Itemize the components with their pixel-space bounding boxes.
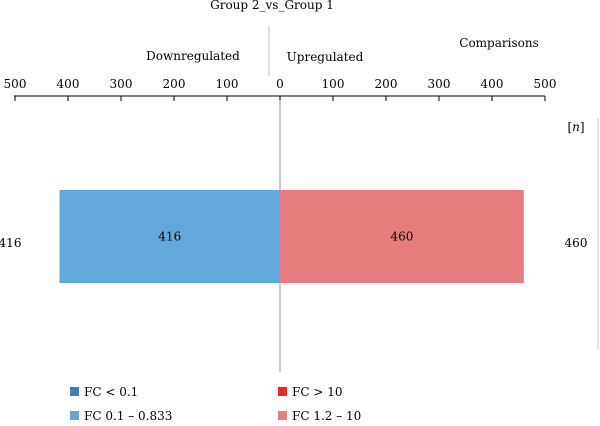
- x-axis: 500 400 300 200 100 0 100 200 300 400 500: [4, 77, 557, 101]
- unit-open-bracket: [: [567, 120, 572, 134]
- bars: 416 460: [59, 190, 524, 283]
- x-tick-label: 400: [57, 77, 80, 91]
- legend-label: FC 0.1 – 0.833: [84, 409, 172, 423]
- legend-swatch: [278, 387, 287, 396]
- unit-label: [n]: [567, 120, 584, 134]
- legend-swatch: [70, 387, 79, 396]
- bar-downregulated: [59, 190, 280, 283]
- legend-label: FC 1.2 – 10: [292, 409, 361, 423]
- legend: FC < 0.1 FC > 10 FC 0.1 – 0.833 FC 1.2 – 10: [70, 385, 361, 423]
- x-tick-label: 300: [110, 77, 133, 91]
- x-tick-label: 200: [163, 77, 186, 91]
- downregulated-label: Downregulated: [146, 49, 240, 63]
- legend-label: FC < 0.1: [84, 385, 138, 399]
- x-tick-label: 300: [428, 77, 451, 91]
- x-tick-label: 500: [534, 77, 557, 91]
- upregulated-label: Upregulated: [287, 50, 364, 64]
- x-tick-label: 100: [216, 77, 239, 91]
- x-tick-label: 200: [375, 77, 398, 91]
- unit-close-bracket: ]: [580, 120, 585, 134]
- legend-swatch: [70, 411, 79, 420]
- bar-label-downregulated: 416: [158, 230, 181, 244]
- chart-title: Group 2_vs_Group 1: [210, 0, 334, 12]
- total-upregulated: 460: [565, 236, 588, 250]
- unit-symbol: n: [572, 120, 580, 134]
- x-tick-label: 400: [481, 77, 504, 91]
- x-tick-label: 100: [322, 77, 345, 91]
- comparisons-label: Comparisons: [459, 36, 538, 50]
- legend-swatch: [278, 411, 287, 420]
- legend-label: FC > 10: [292, 385, 342, 399]
- x-tick-label: 500: [4, 77, 27, 91]
- x-tick-label: 0: [276, 77, 284, 91]
- bar-upregulated: [280, 190, 524, 283]
- bar-label-upregulated: 460: [390, 230, 413, 244]
- total-downregulated: 416: [0, 236, 21, 250]
